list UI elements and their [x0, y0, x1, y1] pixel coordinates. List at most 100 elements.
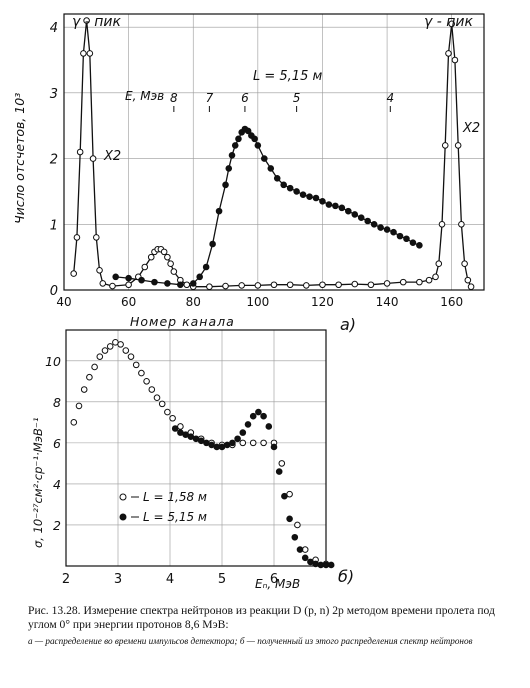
- filled-data-point: [390, 228, 397, 236]
- open-data-point: [239, 439, 247, 447]
- panel-a-gamma-left-label: γ - пик: [72, 14, 121, 30]
- figure-caption-legend: а — распределение во времени импульсов д…: [28, 636, 473, 646]
- open-data-point: [141, 263, 149, 271]
- x-tick-label: 4: [166, 572, 174, 587]
- open-data-point: [270, 281, 278, 289]
- filled-data-point: [351, 211, 359, 218]
- y-tick-label: 6: [53, 436, 61, 451]
- open-data-point: [260, 439, 267, 447]
- x-tick-label: 40: [56, 295, 71, 309]
- open-data-point: [109, 282, 116, 290]
- y-tick-label: 2: [50, 153, 58, 168]
- filled-data-point: [306, 193, 313, 200]
- y-tick-label: 10: [45, 354, 61, 369]
- filled-data-point: [312, 194, 320, 202]
- y-tick-label: 4: [50, 21, 58, 36]
- filled-data-point: [125, 274, 132, 282]
- panel-b-legend: L = 1,58 м L = 5,15 м: [119, 490, 207, 524]
- panel-a-energy-axis-label: E, Мэв: [125, 89, 164, 103]
- open-data-point: [222, 282, 229, 290]
- open-data-point: [99, 280, 107, 287]
- filled-data-point: [229, 439, 236, 447]
- open-data-point: [335, 281, 342, 289]
- open-data-point: [117, 341, 124, 348]
- panel-a-y-axis-label: Число отсчетов, 10³: [12, 93, 27, 224]
- filled-data-point: [338, 204, 346, 212]
- x-tick-label: 6: [270, 572, 278, 587]
- open-data-point: [367, 281, 375, 289]
- filled-data-point: [231, 142, 239, 149]
- filled-data-point: [416, 242, 423, 249]
- filled-data-point: [364, 217, 371, 225]
- open-data-point: [351, 280, 359, 288]
- filled-data-point: [228, 151, 236, 159]
- filled-data-point: [222, 181, 229, 189]
- panel-a-x2-right-label: X2: [462, 121, 480, 136]
- filled-data-point: [255, 408, 262, 416]
- filled-data-point: [171, 425, 179, 432]
- filled-data-point: [291, 533, 299, 541]
- x-tick-label: 100: [246, 295, 269, 309]
- panel-b-grid: [65, 330, 326, 566]
- energy-tick-label: 4: [386, 91, 394, 105]
- panel-b-frame: [65, 329, 327, 567]
- x-tick-label: 60: [121, 295, 136, 309]
- filled-data-point: [138, 276, 145, 284]
- filled-data-point: [299, 191, 307, 199]
- filled-data-point: [409, 239, 417, 246]
- open-data-point: [83, 17, 90, 24]
- panel-b-x-axis-label: Eₙ, МэВ: [255, 577, 300, 591]
- y-tick-label: 0: [50, 284, 58, 299]
- open-data-point: [122, 347, 130, 354]
- open-data-point: [125, 281, 132, 289]
- filled-data-point: [261, 155, 268, 162]
- panel-a-y-ticks: 0 1 2 3 4: [50, 21, 58, 299]
- filled-data-point: [151, 278, 158, 286]
- panel-a-gamma-right-label: γ - пик: [424, 14, 473, 30]
- filled-data-point: [280, 181, 287, 189]
- y-tick-label: 2: [53, 518, 61, 533]
- open-data-point: [399, 278, 407, 286]
- open-data-point: [438, 220, 446, 228]
- x-tick-label: 140: [376, 295, 399, 309]
- x-tick-label: 5: [218, 572, 226, 587]
- open-data-point: [80, 386, 88, 393]
- filled-data-point: [270, 443, 278, 451]
- open-data-point: [451, 56, 459, 64]
- filled-data-point: [377, 224, 384, 231]
- open-data-point: [70, 270, 77, 277]
- filled-data-point: [196, 273, 203, 281]
- open-data-point: [167, 260, 174, 268]
- open-data-point: [435, 260, 443, 268]
- filled-data-point: [251, 135, 258, 143]
- filled-data-point: [265, 423, 273, 430]
- filled-data-point: [164, 280, 171, 287]
- open-data-point: [80, 50, 87, 57]
- filled-data-point: [234, 435, 241, 443]
- x-tick-label: 3: [114, 572, 122, 587]
- open-data-point: [148, 386, 156, 393]
- open-data-point: [158, 400, 166, 408]
- panel-a-grid: [63, 14, 484, 291]
- panel-b-x-ticks: 2 3 4 5 6: [62, 572, 278, 587]
- filled-data-point: [239, 429, 247, 436]
- open-data-point: [96, 266, 103, 274]
- filled-data-point: [273, 174, 281, 182]
- open-data-point: [86, 373, 93, 381]
- open-data-point: [93, 234, 100, 241]
- filled-data-point: [281, 492, 288, 500]
- panel-a-open-curve: [73, 20, 472, 288]
- x-tick-label: 160: [440, 295, 463, 309]
- filled-data-point: [177, 281, 184, 289]
- panel-a-x-axis-label: Номер канала: [130, 314, 235, 329]
- open-data-point: [238, 282, 245, 289]
- filled-data-point: [286, 515, 293, 523]
- panel-a-frame: [63, 13, 485, 291]
- open-data-point: [169, 414, 176, 422]
- open-data-point: [383, 280, 391, 287]
- energy-tick-label: 7: [206, 91, 214, 105]
- filled-data-point: [260, 412, 267, 420]
- open-data-point: [160, 248, 168, 256]
- y-tick-label: 4: [53, 477, 61, 492]
- legend-open-label: L = 1,58 м: [143, 490, 207, 504]
